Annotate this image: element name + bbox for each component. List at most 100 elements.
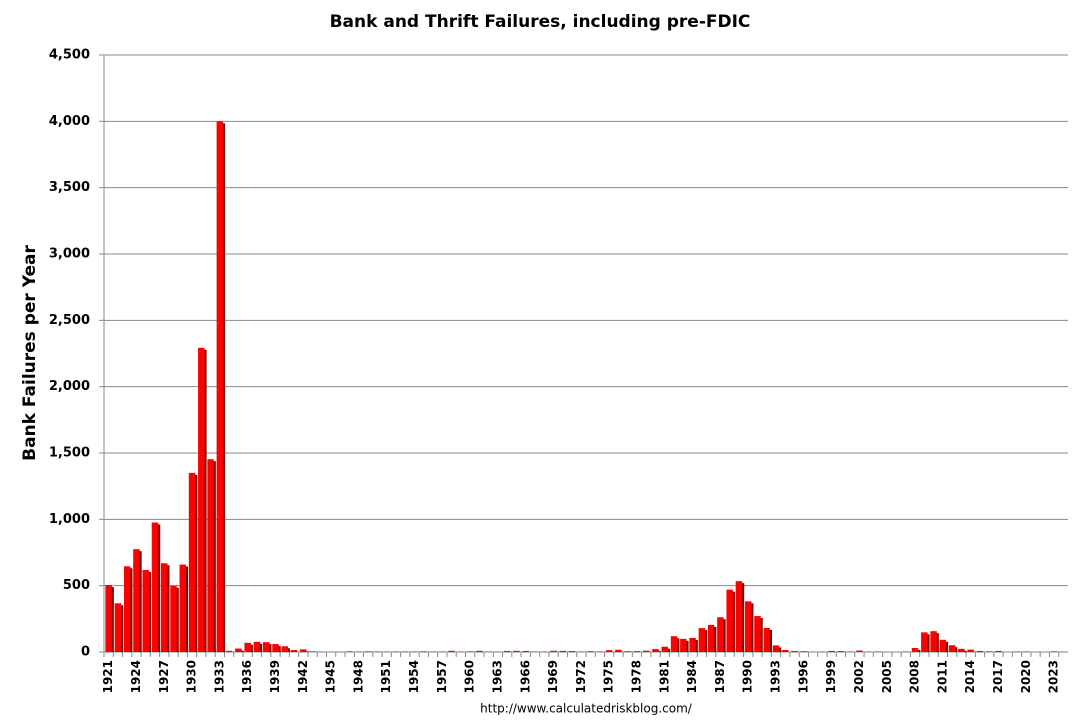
x-tick-label: 1996 <box>796 660 810 693</box>
bar <box>828 650 835 652</box>
bar <box>661 646 669 652</box>
bar <box>262 642 270 652</box>
bar <box>772 645 780 652</box>
bar <box>151 522 159 652</box>
bar <box>930 631 937 652</box>
bar <box>587 651 594 652</box>
bar <box>272 644 279 652</box>
x-tick-label: 2008 <box>908 660 922 693</box>
x-tick-label: 1957 <box>435 660 449 693</box>
bar <box>133 549 140 652</box>
bar <box>448 650 455 652</box>
bar <box>402 651 409 652</box>
bar <box>531 651 539 652</box>
x-tick-label: 1999 <box>824 660 838 693</box>
x-tick-label: 1972 <box>574 660 588 693</box>
bar <box>513 650 520 652</box>
bar <box>967 649 974 652</box>
x-tick-label: 1984 <box>685 660 699 693</box>
bar <box>188 472 196 652</box>
y-tick-label: 0 <box>81 645 90 660</box>
bar <box>670 636 678 652</box>
bar <box>253 641 261 652</box>
bar <box>235 648 242 652</box>
x-tick-label: 2017 <box>991 660 1005 693</box>
x-tick-label: 2014 <box>963 660 977 693</box>
bar <box>179 564 187 652</box>
x-tick-label: 1990 <box>741 660 755 693</box>
bar <box>281 646 288 652</box>
bar <box>596 651 604 652</box>
bar <box>1050 651 1058 652</box>
bar <box>503 650 511 652</box>
bar <box>680 638 687 652</box>
x-tick-label: 1963 <box>490 660 504 693</box>
bar <box>161 563 168 652</box>
x-tick-label: 2023 <box>1047 660 1061 693</box>
bar <box>605 650 613 652</box>
x-tick-label: 1951 <box>379 660 393 693</box>
x-tick-label: 1987 <box>713 660 727 693</box>
bar <box>735 581 743 652</box>
x-tick-label: 1933 <box>212 660 226 693</box>
y-tick-label: 1,500 <box>49 446 90 461</box>
bar <box>244 642 251 652</box>
bar <box>411 651 418 652</box>
x-tick-label: 2002 <box>852 660 866 693</box>
x-tick-label: 1945 <box>324 660 338 693</box>
bar <box>550 650 557 652</box>
x-tick-label: 1927 <box>157 660 171 693</box>
x-tick-label: 1924 <box>129 660 143 693</box>
bar <box>744 601 752 652</box>
bar <box>198 347 205 652</box>
bar <box>114 603 122 652</box>
bar <box>170 585 177 652</box>
bar <box>791 650 798 652</box>
bar <box>392 651 400 652</box>
y-tick-label: 4,500 <box>49 48 90 63</box>
bar <box>717 617 724 652</box>
x-tick-label: 1960 <box>463 660 477 693</box>
y-tick-label: 500 <box>63 578 90 593</box>
y-tick-label: 2,000 <box>49 379 90 394</box>
bar <box>559 650 567 652</box>
bar <box>1013 651 1021 652</box>
bar <box>726 589 733 652</box>
bar <box>290 650 298 652</box>
bar <box>142 570 149 652</box>
bar <box>105 585 112 652</box>
x-tick-label: 1981 <box>657 660 671 693</box>
x-tick-label: 1966 <box>518 660 532 693</box>
bar <box>846 651 854 652</box>
bar <box>225 650 233 652</box>
x-tick-label: 1921 <box>101 660 115 693</box>
bar <box>300 649 307 652</box>
bar <box>624 651 631 652</box>
y-tick-label: 2,500 <box>49 313 90 328</box>
bar <box>633 651 641 652</box>
bar <box>309 651 316 652</box>
bar <box>476 650 483 652</box>
x-tick-label: 1942 <box>296 660 310 693</box>
bar <box>466 651 474 652</box>
bar <box>800 651 808 652</box>
bar <box>615 649 622 652</box>
bar <box>856 650 863 652</box>
chart-title: Bank and Thrift Failures, including pre-… <box>330 12 751 32</box>
bar <box>939 639 947 652</box>
bar <box>707 624 715 652</box>
bar <box>698 628 706 652</box>
bar <box>420 651 428 652</box>
bar <box>216 121 224 653</box>
bar <box>911 648 919 652</box>
x-tick-label: 1954 <box>407 660 421 693</box>
bar <box>568 651 576 652</box>
x-tick-label: 2005 <box>880 660 894 693</box>
x-tick-label: 1969 <box>546 660 560 693</box>
bar <box>207 459 214 652</box>
y-axis-label: Bank Failures per Year <box>20 245 40 461</box>
bar <box>995 650 1002 652</box>
x-tick-label: 2011 <box>935 660 949 693</box>
x-tick-label: 1936 <box>240 660 254 693</box>
